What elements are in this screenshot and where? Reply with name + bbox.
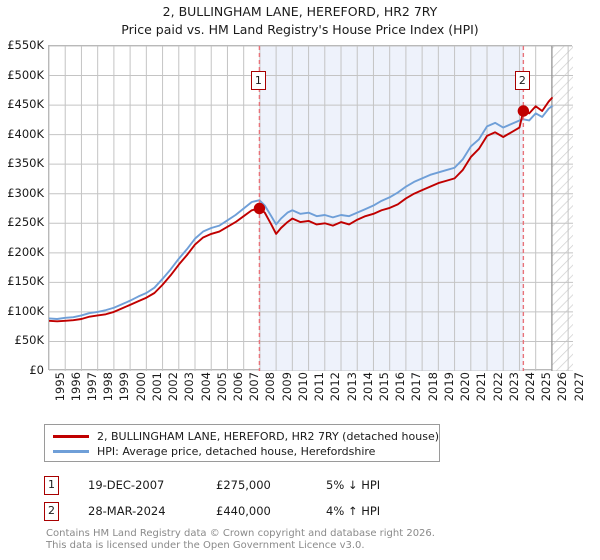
x-axis-tick: 2006	[230, 372, 245, 402]
x-axis-tick: 1997	[84, 372, 99, 402]
y-axis-tick: £300K	[7, 185, 44, 200]
x-axis-tick: 2024	[522, 372, 537, 402]
x-axis-tick: 1998	[101, 372, 116, 402]
x-axis-tick: 2017	[409, 372, 424, 402]
chart-legend: 2, BULLINGHAM LANE, HEREFORD, HR2 7RY (d…	[44, 424, 440, 462]
x-axis-tick: 2014	[360, 372, 375, 402]
y-axis-tick: £0	[29, 363, 44, 377]
x-axis-tick: 2004	[198, 372, 213, 402]
x-axis-labels: 1995 1996 1997 1998 1999 2000 2001 2002 2003 2004…	[48, 372, 586, 417]
legend-item-hpi: HPI: Average price, detached house, Here…	[53, 444, 431, 459]
sale-index-badge: 1	[44, 475, 59, 495]
footer-line-1: Contains HM Land Registry data © Crown c…	[46, 528, 435, 539]
chart-titles: 2, BULLINGHAM LANE, HEREFORD, HR2 7RY Pr…	[0, 4, 600, 38]
x-axis-tick: 2001	[149, 372, 164, 402]
y-axis-tick: £100K	[7, 303, 44, 318]
x-axis-tick: 2019	[441, 372, 456, 402]
legend-swatch-price-paid	[53, 435, 89, 438]
y-axis-tick: £450K	[7, 97, 44, 112]
x-axis-tick: 1996	[68, 372, 83, 402]
sale-hpi-delta: 4% ↑ HPI	[326, 504, 381, 518]
legend-swatch-hpi	[53, 450, 89, 453]
page-subtitle: Price paid vs. HM Land Registry's House …	[121, 22, 479, 37]
y-axis-tick: £500K	[7, 67, 44, 82]
y-axis-labels: £0 £50K £100K £150K £200K £250K £300K £350K £400…	[0, 38, 45, 377]
legend-label-price-paid: 2, BULLINGHAM LANE, HEREFORD, HR2 7RY (d…	[97, 430, 439, 443]
x-axis-tick: 2022	[490, 372, 505, 402]
legend-label-hpi: HPI: Average price, detached house, Here…	[97, 445, 376, 458]
y-axis-tick: £150K	[7, 274, 44, 289]
x-axis-tick: 2013	[344, 372, 359, 402]
x-axis-tick: 2021	[474, 372, 489, 402]
legend-item-price-paid: 2, BULLINGHAM LANE, HEREFORD, HR2 7RY (d…	[53, 429, 439, 444]
x-axis-tick: 1999	[117, 372, 132, 402]
plot-svg	[49, 46, 573, 371]
x-axis-tick: 2007	[247, 372, 262, 402]
x-axis-tick: 2009	[279, 372, 294, 402]
page-title: 2, BULLINGHAM LANE, HEREFORD, HR2 7RY	[162, 4, 438, 19]
x-axis-tick: 2012	[328, 372, 343, 402]
y-axis-tick: £400K	[7, 126, 44, 141]
y-axis-tick: £200K	[7, 244, 44, 259]
footer-line-2: This data is licensed under the Open Gov…	[46, 540, 365, 551]
sale-price: £275,000	[216, 478, 271, 492]
y-axis-tick: £550K	[7, 38, 44, 52]
x-axis-tick: 2015	[376, 372, 391, 402]
x-axis-tick: 2026	[555, 372, 570, 402]
x-axis-tick: 2002	[166, 372, 181, 402]
x-axis-tick: 2010	[295, 372, 310, 402]
y-axis-tick: £50K	[14, 333, 45, 348]
sale-price: £440,000	[216, 504, 271, 518]
sale-date: 19-DEC-2007	[88, 478, 165, 492]
x-axis-tick: 2008	[263, 372, 278, 402]
sale-index-badge: 2	[44, 501, 59, 521]
x-axis-tick: 2000	[133, 372, 148, 402]
x-axis-tick: 2025	[539, 372, 554, 402]
y-axis-tick: £250K	[7, 215, 44, 230]
sale-hpi-delta: 5% ↓ HPI	[326, 478, 381, 492]
x-axis-tick: 2005	[214, 372, 229, 402]
x-axis-tick: 2011	[312, 372, 327, 402]
sale-marker-2[interactable]: 2	[514, 71, 530, 90]
table-row[interactable]: 1 19-DEC-2007 £275,000 5% ↓ HPI	[44, 472, 474, 498]
x-axis-tick: 2023	[506, 372, 521, 402]
sale-marker-1[interactable]: 1	[250, 71, 266, 90]
x-axis-tick: 2020	[458, 372, 473, 402]
plot-frame	[48, 45, 573, 371]
sales-table: 1 19-DEC-2007 £275,000 5% ↓ HPI 2 28-MAR…	[44, 472, 474, 524]
copyright-footer: Contains HM Land Registry data © Crown c…	[46, 528, 586, 552]
x-axis-tick: 1995	[52, 372, 67, 402]
sale-date: 28-MAR-2024	[88, 504, 166, 518]
table-row[interactable]: 2 28-MAR-2024 £440,000 4% ↑ HPI	[44, 498, 474, 524]
x-axis-tick: 2027	[571, 372, 586, 402]
x-axis-tick: 2003	[182, 372, 197, 402]
x-axis-tick: 2018	[425, 372, 440, 402]
x-axis-tick: 2016	[393, 372, 408, 402]
y-axis-tick: £350K	[7, 156, 44, 171]
